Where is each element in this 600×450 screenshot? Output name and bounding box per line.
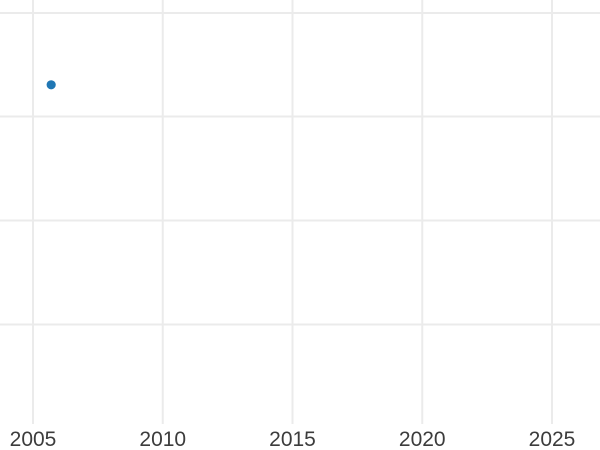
data-point [46,80,56,90]
x-tick-label: 2015 [269,428,316,450]
x-tick-label: 2010 [139,428,186,450]
x-tick-label: 2025 [529,428,576,450]
x-tick-label: 2020 [399,428,446,450]
x-tick-label: 2005 [10,428,57,450]
